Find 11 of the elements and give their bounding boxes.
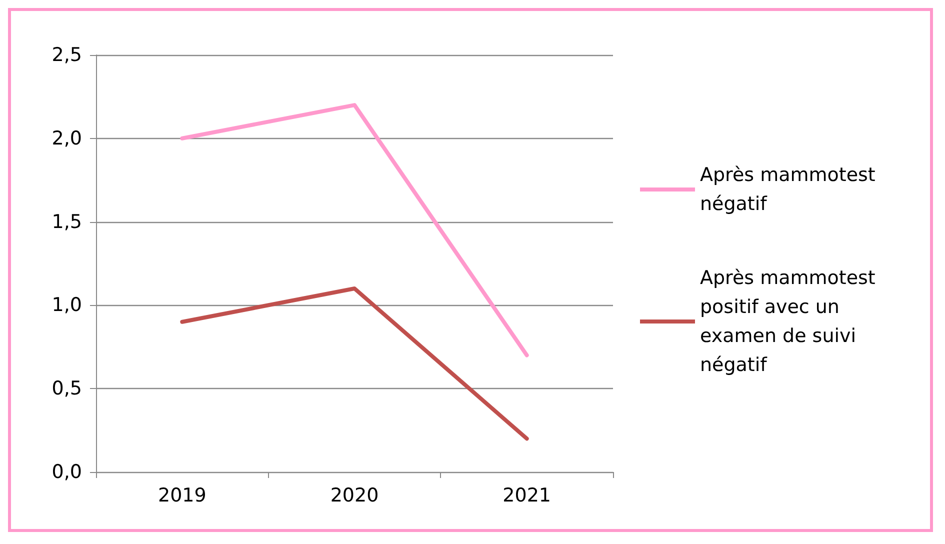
y-tick-label: 1,0 (52, 294, 82, 316)
legend-label: Après mammotest positif avec un examen de suivi négatif (700, 267, 882, 376)
y-tick-label: 0,5 (52, 378, 82, 400)
x-tick-label: 2019 (158, 484, 206, 506)
legend-label: Après mammotest négatif (700, 164, 882, 215)
x-tick-label: 2021 (502, 484, 552, 506)
y-tick-label: 2,0 (52, 127, 82, 150)
y-tick-label: 0,0 (52, 461, 82, 483)
y-tick-label: 2,5 (52, 44, 82, 66)
x-tick-label: 2020 (330, 484, 379, 506)
y-tick-label: 1,5 (52, 210, 82, 233)
